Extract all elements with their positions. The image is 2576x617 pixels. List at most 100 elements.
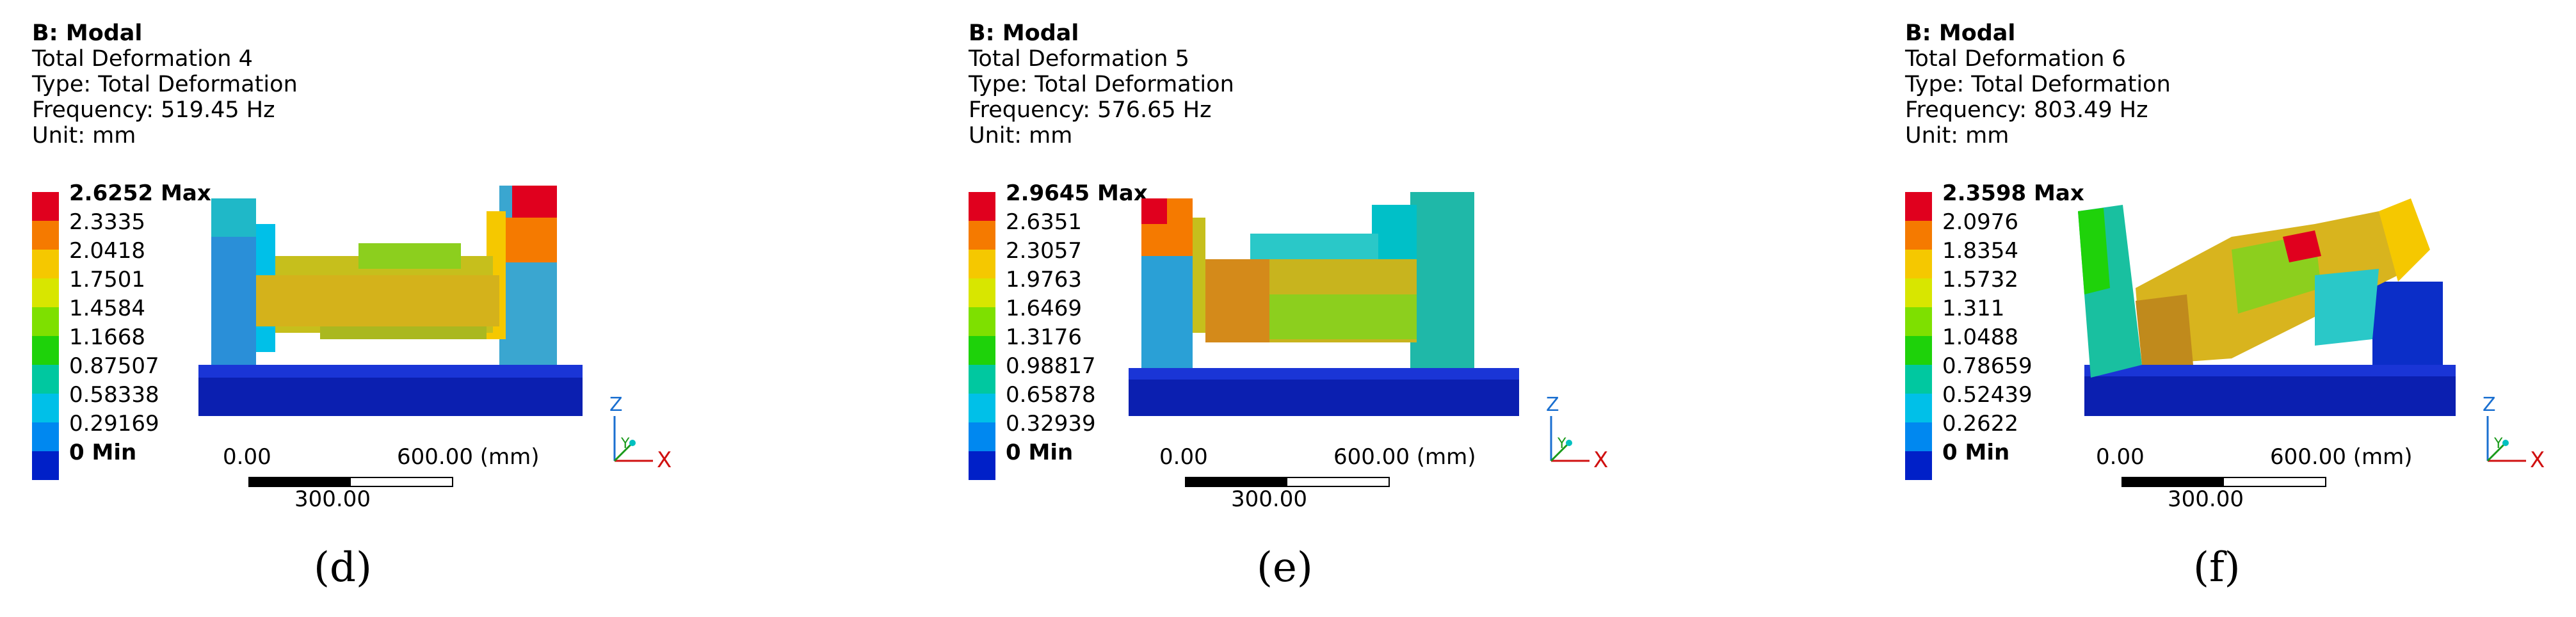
legend-swatch — [32, 250, 59, 278]
legend-swatch — [32, 336, 59, 365]
legend-label: 2.0976 — [1942, 209, 2018, 235]
legend-row: 2.0976 — [1905, 209, 2097, 250]
legend-label: 1.0488 — [1942, 325, 2018, 350]
legend-swatch — [32, 451, 59, 480]
legend-row: 1.8354 — [1905, 238, 2097, 278]
axis-x-label: X — [657, 447, 672, 473]
result-unit: Unit: mm — [1905, 123, 2009, 148]
legend-swatch — [32, 365, 59, 394]
scale-bar: 0.00 600.00 (mm) 300.00 — [2065, 442, 2513, 518]
legend-swatch — [969, 307, 995, 336]
axis-triad-icon: Z Y X — [609, 394, 672, 473]
scale-bar-graphic — [1185, 477, 1390, 487]
legend-swatch — [1905, 192, 1932, 221]
legend-swatch — [969, 365, 995, 394]
legend-swatch — [32, 422, 59, 451]
legend-row: 1.9763 — [969, 267, 1161, 307]
legend-label: 1.4584 — [69, 296, 145, 321]
legend-row: 2.9645 Max — [969, 180, 1161, 221]
axis-y-label: Y — [620, 436, 630, 452]
legend-row: 1.7501 — [32, 267, 224, 307]
legend-row: 0.65878 — [969, 382, 1161, 422]
legend-swatch — [969, 451, 995, 480]
legend-row: 0.87507 — [32, 353, 224, 394]
scale-start: 0.00 — [2096, 444, 2145, 470]
legend-swatch — [969, 192, 995, 221]
legend-label: 0.29169 — [69, 411, 159, 437]
axis-y-label: Y — [2493, 436, 2503, 452]
panel-caption: (d) — [314, 544, 372, 591]
legend-label: 0.65878 — [1006, 382, 1096, 408]
scale-end: 600.00 (mm) — [2270, 444, 2413, 470]
panel-d: B: Modal Total Deformation 4 Type: Total… — [0, 0, 858, 617]
legend-label: 1.311 — [1942, 296, 2005, 321]
legend-label: 0.32939 — [1006, 411, 1096, 437]
legend-row: 0.32939 — [969, 411, 1161, 451]
legend-label: 0.78659 — [1942, 353, 2033, 379]
legend-swatch — [1905, 365, 1932, 394]
deformed-model-f — [2078, 198, 2456, 416]
legend-swatch — [1905, 221, 1932, 250]
legend-label: 0 Min — [69, 440, 137, 465]
legend-swatch — [969, 422, 995, 451]
axis-z-label: Z — [1546, 394, 1559, 416]
legend-label: 1.5732 — [1942, 267, 2018, 292]
legend-row: 2.0418 — [32, 238, 224, 278]
legend-row: 2.3598 Max — [1905, 180, 2097, 221]
panel-caption: (f) — [2193, 544, 2241, 591]
legend-label: 2.3057 — [1006, 238, 1082, 264]
legend-label: 1.9763 — [1006, 267, 1082, 292]
legend-swatch — [969, 336, 995, 365]
scale-mid: 300.00 — [2168, 486, 2244, 512]
axis-z-label: Z — [2483, 394, 2496, 416]
scale-mid: 300.00 — [1231, 486, 1307, 512]
axis-y-label: Y — [1557, 436, 1566, 452]
legend-swatch — [32, 221, 59, 250]
legend-row: 0 Min — [969, 440, 1161, 480]
legend-row: 0.98817 — [969, 353, 1161, 394]
scale-start: 0.00 — [1159, 444, 1208, 470]
result-frequency: Frequency: 576.65 Hz — [969, 97, 1212, 123]
legend-row: 0.2622 — [1905, 411, 2097, 451]
legend-swatch — [32, 307, 59, 336]
legend-label: 0.87507 — [69, 353, 159, 379]
legend-row: 1.3176 — [969, 325, 1161, 365]
legend-row: 1.0488 — [1905, 325, 2097, 365]
legend-swatch — [969, 250, 995, 278]
legend-swatch — [1905, 278, 1932, 307]
legend-label: 1.1668 — [69, 325, 145, 350]
legend-row: 0.58338 — [32, 382, 224, 422]
legend-swatch — [1905, 394, 1932, 422]
legend-row: 0.29169 — [32, 411, 224, 451]
legend-row: 0 Min — [32, 440, 224, 480]
legend-swatch — [1905, 422, 1932, 451]
result-unit: Unit: mm — [32, 123, 136, 148]
legend-row: 2.3335 — [32, 209, 224, 250]
legend-label: 0.58338 — [69, 382, 159, 408]
legend-label: 2.3598 Max — [1942, 180, 2084, 206]
legend-row: 1.6469 — [969, 296, 1161, 336]
legend-row: 2.6252 Max — [32, 180, 224, 221]
scale-end: 600.00 (mm) — [1333, 444, 1476, 470]
deformed-model-d — [198, 186, 583, 416]
legend-row: 2.6351 — [969, 209, 1161, 250]
legend-label: 2.9645 Max — [1006, 180, 1148, 206]
legend-row: 2.3057 — [969, 238, 1161, 278]
legend-label: 0.52439 — [1942, 382, 2033, 408]
legend-label: 2.0418 — [69, 238, 145, 264]
scale-bar-graphic — [248, 477, 453, 487]
axis-z-label: Z — [609, 394, 623, 416]
legend-label: 1.3176 — [1006, 325, 1082, 350]
analysis-title: B: Modal — [969, 20, 1079, 46]
scale-mid: 300.00 — [294, 486, 371, 512]
legend-row: 1.311 — [1905, 296, 2097, 336]
legend-label: 2.6252 Max — [69, 180, 211, 206]
legend-label: 0 Min — [1942, 440, 2010, 465]
axis-x-label: X — [2530, 447, 2545, 473]
result-type: Type: Total Deformation — [32, 72, 298, 97]
legend-row: 0.52439 — [1905, 382, 2097, 422]
scale-bar: 0.00 600.00 (mm) 300.00 — [1129, 442, 1577, 518]
legend-swatch — [969, 278, 995, 307]
legend-label: 1.8354 — [1942, 238, 2018, 264]
legend-swatch — [969, 394, 995, 422]
